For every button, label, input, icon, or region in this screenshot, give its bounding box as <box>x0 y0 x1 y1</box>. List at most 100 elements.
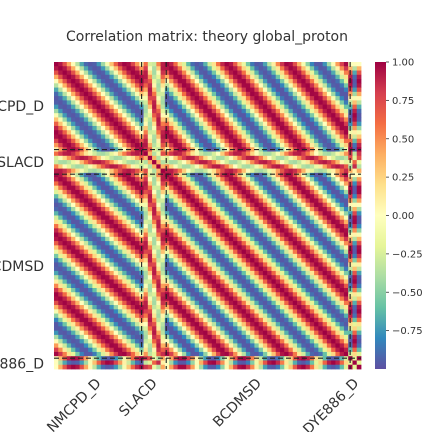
heatmap-cell <box>152 108 157 114</box>
heatmap-cell <box>83 296 89 302</box>
heatmap-cell <box>79 181 85 187</box>
heatmap-cell <box>156 245 161 251</box>
heatmap-cell <box>262 160 268 165</box>
heatmap-cell <box>186 117 191 123</box>
heatmap-cell <box>54 253 59 259</box>
heatmap-cell <box>331 147 336 152</box>
heatmap-cell <box>216 249 221 255</box>
heatmap-cell <box>130 134 136 140</box>
heatmap-cell <box>75 62 80 67</box>
heatmap-cell <box>169 168 174 174</box>
heatmap-cell <box>292 104 298 110</box>
heatmap-cell <box>135 66 140 71</box>
heatmap-cell <box>326 245 332 251</box>
heatmap-cell <box>216 339 221 344</box>
heatmap-cell <box>224 334 230 340</box>
heatmap-cell <box>181 275 187 280</box>
heatmap-cell <box>113 322 119 327</box>
heatmap-cell <box>75 275 80 280</box>
heatmap-cell <box>71 206 76 212</box>
heatmap-cell <box>245 292 251 297</box>
heatmap-cell <box>237 330 243 336</box>
heatmap-cell <box>233 202 238 208</box>
heatmap-cell <box>164 172 170 178</box>
heatmap-cell <box>343 143 349 148</box>
heatmap-cell <box>156 343 161 349</box>
heatmap-cell <box>100 104 106 110</box>
heatmap-cell <box>309 300 315 306</box>
heatmap-cell <box>152 74 157 80</box>
heatmap-cell <box>194 87 200 93</box>
heatmap-cell <box>237 334 243 340</box>
heatmap-cell <box>160 262 166 268</box>
heatmap-cell <box>190 292 196 297</box>
heatmap-cell <box>220 164 225 169</box>
heatmap-cell <box>271 164 277 169</box>
heatmap-cell <box>194 339 200 344</box>
heatmap-cell <box>250 62 255 67</box>
heatmap-cell <box>343 108 349 114</box>
heatmap-cell <box>113 164 119 169</box>
heatmap-cell <box>117 334 123 340</box>
heatmap-cell <box>305 168 311 174</box>
heatmap-cell <box>275 138 281 144</box>
heatmap-cell <box>122 326 127 332</box>
heatmap-cell <box>126 143 132 148</box>
heatmap-cell <box>177 194 183 199</box>
heatmap-cell <box>79 194 85 199</box>
heatmap-cell <box>186 168 191 174</box>
heatmap-cell <box>288 343 294 349</box>
heatmap-cell <box>71 236 76 242</box>
heatmap-cell <box>275 347 281 353</box>
heatmap-cell <box>267 151 272 157</box>
heatmap-cell <box>288 113 294 118</box>
heatmap-cell <box>267 339 272 344</box>
heatmap-cell <box>245 121 251 127</box>
heatmap-cell <box>109 125 115 131</box>
heatmap-cell <box>58 83 63 88</box>
heatmap-cell <box>318 177 324 182</box>
heatmap-cell <box>254 168 260 174</box>
heatmap-cell <box>177 279 183 285</box>
heatmap-cell <box>169 177 174 182</box>
heatmap-cell <box>224 232 230 238</box>
heatmap-cell <box>122 177 127 182</box>
heatmap-cell <box>160 339 166 344</box>
heatmap-cell <box>228 228 234 233</box>
heatmap-cell <box>356 96 362 101</box>
heatmap-cell <box>207 275 213 280</box>
heatmap-cell <box>258 121 264 127</box>
heatmap-cell <box>135 202 140 208</box>
heatmap-cell <box>92 189 98 195</box>
heatmap-cell <box>88 249 93 255</box>
heatmap-cell <box>96 313 102 319</box>
heatmap-cell <box>160 275 166 280</box>
heatmap-cell <box>207 189 213 195</box>
heatmap-cell <box>181 62 187 67</box>
heatmap-cell <box>75 309 80 314</box>
heatmap-cell <box>79 138 85 144</box>
heatmap-cell <box>237 296 243 302</box>
heatmap-cell <box>79 62 85 67</box>
heatmap-cell <box>164 275 170 280</box>
heatmap-cell <box>152 160 157 165</box>
heatmap-cell <box>198 87 204 93</box>
heatmap-cell <box>105 206 110 212</box>
heatmap-cell <box>233 317 238 323</box>
heatmap-cell <box>267 245 272 251</box>
heatmap-cell <box>288 258 294 263</box>
heatmap-cell <box>352 181 358 187</box>
heatmap-cell <box>207 202 213 208</box>
heatmap-cell <box>75 130 80 135</box>
heatmap-cell <box>117 79 123 84</box>
heatmap-cell <box>288 185 294 191</box>
heatmap-cell <box>135 215 140 221</box>
heatmap-cell <box>331 164 336 169</box>
heatmap-cell <box>66 155 72 161</box>
heatmap-cell <box>83 160 89 165</box>
heatmap-cell <box>198 322 204 327</box>
heatmap-cell <box>156 270 161 276</box>
heatmap-cell <box>58 330 63 336</box>
heatmap-cell <box>305 160 311 165</box>
heatmap-cell <box>339 198 345 204</box>
